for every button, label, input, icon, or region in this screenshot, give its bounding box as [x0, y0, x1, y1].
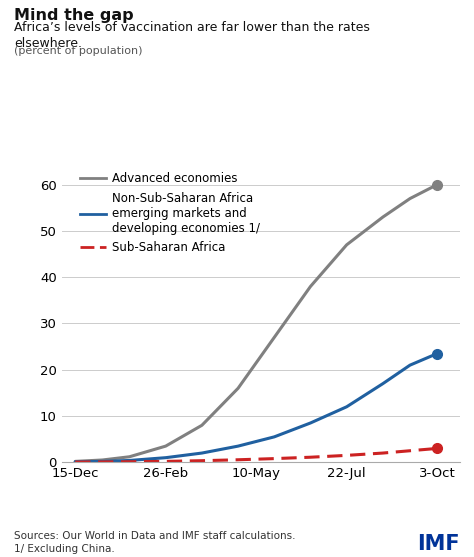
Text: IMF: IMF [417, 534, 460, 554]
Legend: Advanced economies, Non-Sub-Saharan Africa
emerging markets and
developing econo: Advanced economies, Non-Sub-Saharan Afri… [75, 168, 265, 259]
Text: Africa’s levels of vaccination are far lower than the rates
elsewhere.: Africa’s levels of vaccination are far l… [14, 21, 370, 50]
Text: Sources: Our World in Data and IMF staff calculations.
1/ Excluding China.: Sources: Our World in Data and IMF staff… [14, 531, 296, 554]
Text: (percent of population): (percent of population) [14, 46, 143, 56]
Text: Mind the gap: Mind the gap [14, 8, 134, 23]
